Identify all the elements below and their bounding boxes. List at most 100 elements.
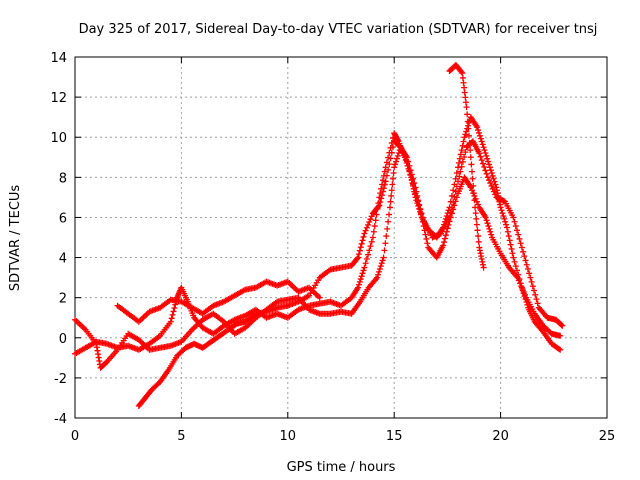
data-point: [367, 243, 374, 250]
data-point: [467, 147, 474, 154]
data-point: [358, 240, 365, 247]
data-point: [488, 231, 495, 238]
data-point: [506, 237, 513, 244]
data-point: [389, 143, 396, 150]
data-point: [356, 247, 363, 254]
data-point: [464, 118, 471, 125]
data-points: [72, 62, 566, 409]
data-point: [368, 213, 375, 220]
data-point: [476, 129, 483, 136]
data-point: [464, 111, 471, 118]
data-point: [475, 238, 482, 245]
data-point: [477, 153, 484, 160]
data-point: [462, 131, 469, 138]
data-point: [363, 224, 370, 231]
data-point: [458, 147, 465, 154]
data-point: [442, 232, 449, 239]
data-point: [407, 172, 414, 179]
data-point: [477, 135, 484, 142]
data-point: [462, 149, 469, 156]
data-point: [476, 150, 483, 157]
x-tick-label: 10: [280, 429, 297, 444]
data-point: [377, 198, 384, 205]
data-point: [473, 221, 480, 228]
data-point: [512, 263, 519, 270]
data-point: [486, 164, 493, 171]
data-point: [457, 168, 464, 175]
data-point: [559, 322, 566, 329]
data-point: [370, 228, 377, 235]
series-sat-d: [114, 278, 323, 325]
data-point: [384, 225, 391, 232]
data-point: [481, 147, 488, 154]
data-point: [381, 247, 388, 254]
data-point: [382, 240, 389, 247]
data-point: [523, 261, 530, 268]
data-point: [472, 204, 479, 211]
data-point: [521, 253, 528, 260]
data-point: [456, 155, 463, 162]
data-point: [455, 178, 462, 185]
data-point: [475, 201, 482, 208]
data-point: [362, 260, 369, 267]
data-point: [482, 214, 489, 221]
data-point: [388, 192, 395, 199]
data-point: [366, 219, 373, 226]
data-point: [465, 125, 472, 132]
y-tick-label: 10: [50, 131, 67, 146]
y-tick-label: 2: [59, 292, 67, 307]
data-point: [446, 214, 453, 221]
data-point: [526, 270, 533, 277]
y-tick-label: 4: [59, 252, 67, 267]
data-point: [531, 287, 538, 294]
data-point: [391, 164, 398, 171]
data-point: [487, 167, 494, 174]
data-point: [471, 197, 478, 204]
data-point: [480, 144, 487, 151]
data-point: [529, 283, 536, 290]
data-point: [475, 233, 482, 240]
data-point: [403, 158, 410, 165]
series-sat-a: [72, 114, 564, 357]
data-point: [487, 228, 494, 235]
data-point: [419, 214, 426, 221]
data-point: [501, 215, 508, 222]
data-point: [408, 176, 415, 183]
data-point: [386, 161, 393, 168]
data-point: [375, 203, 382, 210]
data-point: [478, 157, 485, 164]
data-point: [490, 188, 497, 195]
data-point: [451, 193, 458, 200]
y-axis-label: SDTVAR / TECUs: [8, 185, 23, 292]
data-point: [491, 178, 498, 185]
data-point: [484, 155, 491, 162]
y-tick-label: 0: [59, 332, 67, 347]
data-point: [484, 220, 491, 227]
y-tick-label: -4: [54, 412, 67, 427]
data-point: [514, 227, 521, 234]
data-point: [393, 155, 400, 162]
data-point: [470, 190, 477, 197]
data-point: [497, 204, 504, 211]
data-point: [390, 170, 397, 177]
data-point: [485, 223, 492, 230]
data-point: [381, 168, 388, 175]
data-point: [414, 198, 421, 205]
data-point: [358, 273, 365, 280]
data-point: [499, 210, 506, 217]
data-point: [481, 164, 488, 171]
data-point: [458, 68, 465, 75]
data-point: [366, 247, 373, 254]
data-point: [386, 204, 393, 211]
data-point: [488, 182, 495, 189]
data-point: [386, 211, 393, 218]
data-point: [458, 163, 465, 170]
data-point: [489, 185, 496, 192]
data-point: [169, 311, 176, 318]
y-tick-label: 8: [59, 171, 67, 186]
data-point: [512, 223, 519, 230]
data-point: [365, 251, 372, 258]
data-point: [475, 127, 482, 134]
series-sat-e: [446, 62, 487, 271]
data-point: [485, 158, 492, 165]
